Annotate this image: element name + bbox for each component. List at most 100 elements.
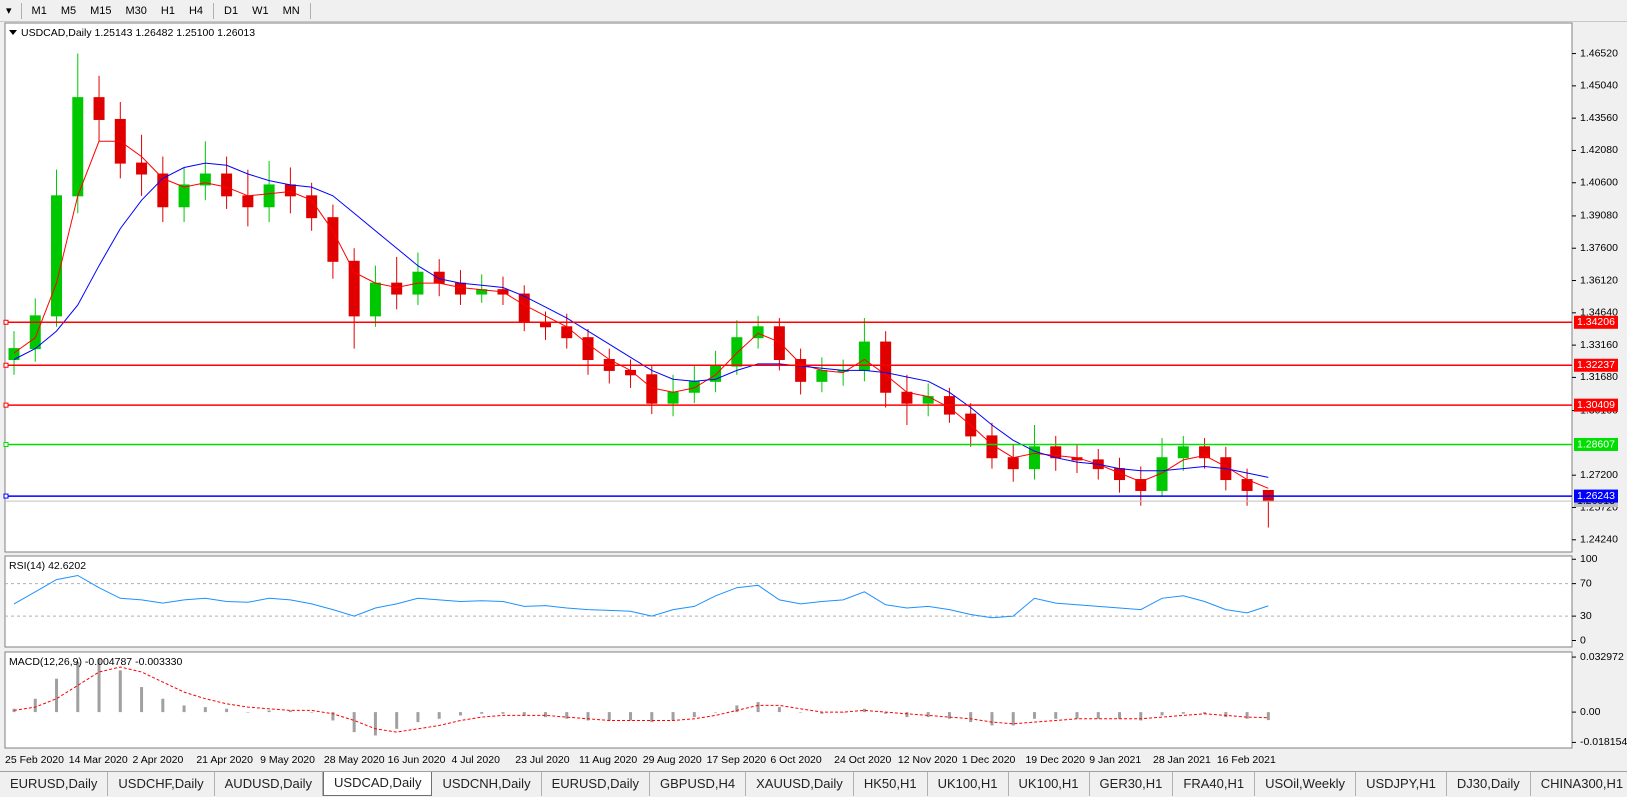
- level-box: [1574, 437, 1618, 451]
- chart-tab[interactable]: USDCNH,Daily: [432, 772, 542, 796]
- macd-bar: [12, 708, 16, 713]
- y-tick-label: -0.018154: [1580, 736, 1627, 748]
- macd-bar: [1203, 712, 1207, 714]
- level-handle: [3, 441, 9, 447]
- chart-tab[interactable]: USOil,Weekly: [1255, 772, 1357, 796]
- y-tick-label: 1.36120: [1580, 274, 1618, 286]
- x-tick-label: 16 Jun 2020: [388, 754, 446, 766]
- macd-bar: [1245, 712, 1249, 719]
- macd-bar: [288, 710, 292, 713]
- y-tick-label: 100: [1580, 553, 1598, 565]
- y-tick-label: 1.39080: [1580, 210, 1618, 222]
- macd-bar: [799, 712, 803, 713]
- macd-bar: [586, 712, 590, 721]
- macd-bar: [671, 712, 675, 721]
- chart-tab[interactable]: GER30,H1: [1090, 772, 1174, 796]
- timeframe-button[interactable]: M30: [125, 4, 147, 17]
- macd-bar: [161, 698, 165, 713]
- macd-bar: [544, 712, 547, 718]
- timeframe-button[interactable]: H1: [160, 4, 175, 17]
- timeframe-button[interactable]: W1: [252, 4, 269, 17]
- candle-body: [1135, 479, 1147, 491]
- candle-body: [29, 315, 41, 350]
- chart-tab[interactable]: GBPUSD,H4: [650, 772, 747, 796]
- candle-body: [199, 173, 211, 186]
- timeframe-button[interactable]: MN: [282, 4, 300, 17]
- candle-body: [1156, 457, 1168, 491]
- timeframe-button[interactable]: M15: [90, 4, 112, 17]
- macd-bar: [714, 712, 718, 713]
- chart-tab[interactable]: EURUSD,Daily: [0, 772, 109, 796]
- y-tick-label: 0: [1580, 634, 1586, 646]
- macd-bar: [1139, 712, 1143, 721]
- candle-body: [1007, 457, 1019, 470]
- candle-body: [136, 162, 148, 175]
- level-handle: [3, 493, 9, 499]
- macd-bar: [310, 712, 314, 713]
- macd-bar: [501, 712, 505, 714]
- candle-body: [625, 369, 637, 376]
- y-tick-label: 0.032972: [1580, 651, 1624, 663]
- chart-tab[interactable]: UK100,H1: [1009, 772, 1090, 796]
- macd-bar: [1054, 712, 1058, 719]
- candle-body: [51, 195, 63, 317]
- menu-arrow[interactable]: ▾: [6, 5, 12, 17]
- macd-bar: [905, 712, 909, 718]
- x-tick-label: 17 Sep 2020: [707, 754, 767, 766]
- macd-bar: [225, 708, 229, 713]
- level-handle: [3, 402, 9, 408]
- level-box: [1574, 398, 1618, 412]
- macd-bar: [650, 712, 654, 723]
- macd-bar: [33, 698, 37, 713]
- timeframe-button[interactable]: M1: [31, 4, 47, 17]
- x-tick-label: 29 Aug 2020: [643, 754, 702, 766]
- macd-bar: [395, 712, 399, 729]
- candle-body: [858, 341, 870, 371]
- chart-tab[interactable]: XAUUSD,Daily: [746, 772, 854, 796]
- chart-tab[interactable]: DJ30,Daily: [1447, 772, 1531, 796]
- candle-body: [348, 260, 360, 317]
- chart-tab[interactable]: USDCHF,Daily: [108, 772, 215, 796]
- chart-tab[interactable]: HK50,H1: [854, 772, 928, 796]
- chart-tab[interactable]: EURUSD,Daily: [542, 772, 650, 796]
- macd-bar: [522, 712, 526, 716]
- panel-frame: [4, 22, 1573, 553]
- timeframe-button[interactable]: H4: [188, 4, 204, 17]
- y-tick-label: 1.37600: [1580, 242, 1618, 254]
- candle-body: [795, 359, 807, 382]
- chart-tab[interactable]: USDJPY,H1: [1356, 772, 1447, 796]
- chart-tab[interactable]: AUDUSD,Daily: [215, 772, 324, 796]
- separator: [213, 2, 215, 19]
- macd-bar: [1011, 712, 1015, 726]
- macd-bar: [331, 712, 335, 721]
- indicator-line: [13, 574, 1269, 619]
- chart-tab[interactable]: FRA40,H1: [1173, 772, 1256, 796]
- y-tick-label: 1.31680: [1580, 371, 1618, 383]
- candle-body: [688, 380, 700, 393]
- level-label: 1.26243: [1577, 490, 1615, 502]
- macd-bar: [777, 707, 781, 713]
- candle-body: [263, 184, 275, 208]
- candle-body: [1028, 446, 1040, 470]
- y-tick-label: 1.34640: [1580, 307, 1618, 319]
- candle-body: [901, 391, 913, 404]
- timeframe-button[interactable]: D1: [224, 4, 239, 17]
- candle-body: [561, 326, 573, 339]
- timeframe-button[interactable]: M5: [60, 4, 77, 17]
- chart-tab[interactable]: USDCAD,Daily: [323, 772, 433, 796]
- level-label: 1.30409: [1577, 399, 1615, 411]
- macd-bar: [182, 705, 186, 713]
- x-tick-label: 12 Nov 2020: [898, 754, 958, 766]
- candle-body: [284, 184, 296, 197]
- macd-bar: [969, 712, 973, 723]
- panel-frame: [4, 651, 1573, 749]
- indicator-title: MACD(12,26,9) -0.004787 -0.003330: [9, 656, 183, 668]
- candle-body: [178, 184, 190, 208]
- chart-tab[interactable]: CHINA300,H1: [1531, 772, 1627, 796]
- macd-bar: [947, 712, 951, 719]
- x-tick-label: 24 Oct 2020: [834, 754, 891, 766]
- y-tick-label: 1.43560: [1580, 112, 1618, 124]
- chart-tab[interactable]: UK100,H1: [928, 772, 1009, 796]
- toolbar: ▾ M1 M5 M15 M30 H1 H4 D1 W1 MN: [0, 0, 1627, 22]
- macd-bar: [692, 712, 696, 718]
